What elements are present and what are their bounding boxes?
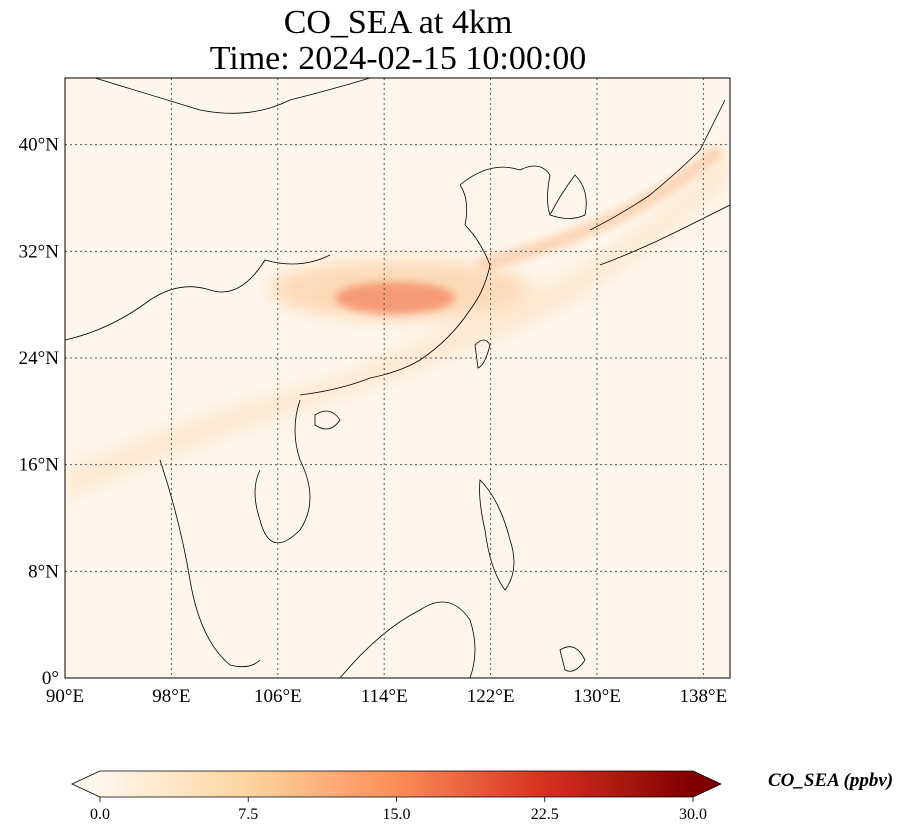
map-subtitle-time: Time: 2024-02-15 10:00:00 — [209, 40, 587, 77]
plume-streak — [478, 144, 725, 272]
lon-tick-label: 122°E — [467, 686, 515, 707]
korea-coastline — [549, 174, 587, 219]
gridlines — [65, 78, 730, 678]
colorbar-tick-marks — [99, 797, 694, 802]
axis-ticks: 90°E 98°E 106°E 114°E 122°E 130°E 138°E 0° 8°N 16… — [19, 135, 728, 707]
lat-tick-label: 24°N — [19, 348, 60, 369]
colorbar-tick-label: 7.5 — [238, 806, 259, 823]
lat-tick-label: 32°N — [19, 241, 60, 262]
china-coastline — [299, 224, 491, 396]
philippines-coastline — [479, 479, 515, 591]
colorbar-tick-label: 15.0 — [382, 806, 411, 823]
colorbar-label: CO_SEA (ppbv) — [768, 770, 894, 791]
japan-coastline — [589, 99, 730, 266]
transport-band — [65, 150, 730, 500]
lon-tick-label: 98°E — [152, 686, 190, 707]
lat-tick-label: 40°N — [19, 135, 60, 156]
mongolia-border — [94, 78, 371, 114]
lon-tick-label: 138°E — [680, 686, 728, 707]
colorbar-tick-label: 22.5 — [530, 806, 559, 823]
lon-tick-label: 106°E — [254, 686, 302, 707]
map-background — [65, 78, 730, 678]
map-frame — [64, 77, 731, 679]
lat-tick-label: 0° — [42, 668, 59, 689]
concentration-field — [65, 144, 730, 500]
colorbar-extend-high — [693, 771, 721, 797]
hainan-coastline — [314, 410, 341, 430]
country-border-north — [65, 254, 331, 341]
taiwan-coastline — [474, 339, 491, 369]
lat-tick-label: 16°N — [19, 455, 60, 476]
borneo-coastline — [339, 601, 476, 678]
coastlines — [65, 78, 730, 678]
colorbar — [71, 770, 722, 802]
colorbar-extend-low — [72, 771, 100, 797]
lon-tick-label: 114°E — [361, 686, 408, 707]
lon-tick-label: 130°E — [573, 686, 621, 707]
map-title: CO_SEA at 4km — [283, 4, 513, 41]
lon-tick-label: 90°E — [46, 686, 84, 707]
island-coastline — [559, 646, 586, 672]
lat-tick-label: 8°N — [28, 561, 59, 582]
colorbar-gradient — [100, 771, 693, 797]
peninsula-coastline — [159, 459, 261, 668]
plume-core — [335, 282, 455, 314]
bohai-coastline — [459, 165, 551, 226]
vietnam-coastline — [254, 399, 311, 544]
colorbar-tick-label: 30.0 — [679, 806, 707, 823]
colorbar-tick-label: 0.0 — [90, 806, 110, 823]
